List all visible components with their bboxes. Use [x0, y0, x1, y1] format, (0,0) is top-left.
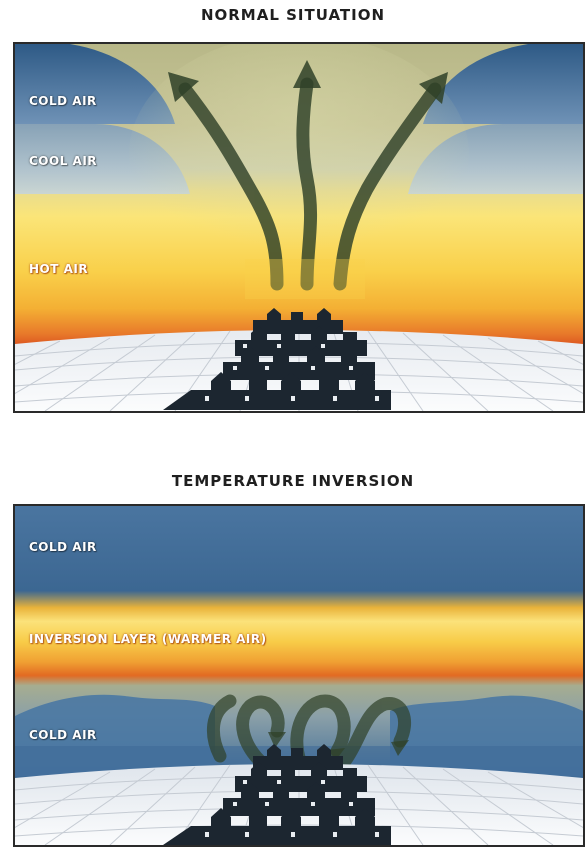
trapped-air-arrow-icon: [206, 694, 411, 768]
normal-situation-diagram: [15, 44, 583, 411]
cold-air-label: COLD AIR: [29, 94, 97, 108]
cold-air-top-label: COLD AIR: [29, 540, 97, 554]
normal-situation-panel: COLD AIR COOL AIR HOT AIR: [13, 42, 585, 413]
temperature-inversion-title: TEMPERATURE INVERSION: [171, 472, 415, 490]
normal-situation-title: NORMAL SITUATION: [200, 6, 386, 24]
cool-air-label: COOL AIR: [29, 154, 98, 168]
temperature-inversion-diagram: [15, 506, 583, 845]
temperature-inversion-panel: COLD AIR INVERSION LAYER (WARMER AIR) CO…: [13, 504, 585, 847]
cold-air-bottom-label: COLD AIR: [29, 728, 97, 742]
inversion-layer-label: INVERSION LAYER (WARMER AIR): [29, 632, 267, 646]
hot-air-label: HOT AIR: [29, 262, 89, 276]
rising-air-arrow-icon: [178, 77, 442, 291]
